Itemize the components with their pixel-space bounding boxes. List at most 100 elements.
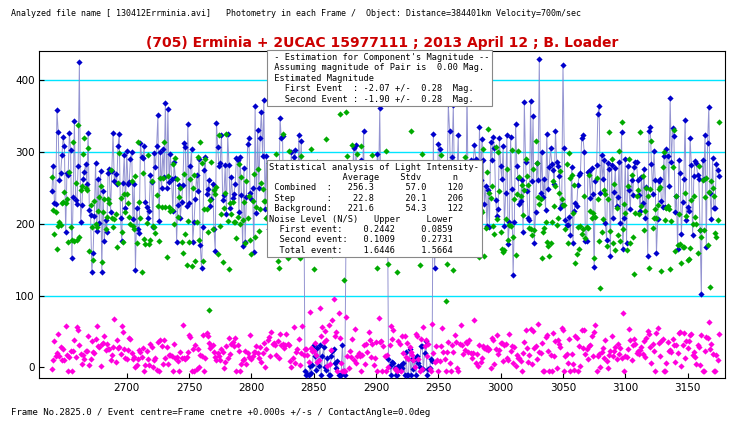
Point (672, 246, 684, 252)
Point (414, 368, 425, 374)
Point (643, 128, 655, 134)
Point (64, 353, 75, 360)
Point (110, 210, 121, 217)
Point (346, 335, 358, 342)
Point (481, 223, 493, 230)
Point (90, 336, 101, 343)
Point (104, 167, 116, 174)
Point (419, 216, 431, 223)
Point (412, 216, 424, 223)
Point (354, 187, 366, 194)
Point (343, 365, 354, 371)
Point (708, 204, 720, 211)
Point (397, 349, 409, 356)
Point (712, 167, 724, 173)
Point (451, 168, 463, 175)
Point (439, 204, 451, 211)
Point (189, 341, 201, 348)
Point (414, 363, 425, 370)
Point (161, 254, 172, 261)
Point (53, 177, 65, 184)
Point (133, 199, 145, 206)
Point (545, 240, 556, 247)
Point (539, 333, 551, 340)
Point (562, 239, 574, 246)
Point (186, 262, 198, 269)
Point (450, 203, 462, 210)
Point (277, 130, 289, 137)
Point (388, 326, 400, 333)
Point (88, 212, 100, 219)
Point (303, 371, 314, 378)
Point (297, 351, 309, 358)
Point (283, 207, 295, 214)
Point (500, 190, 511, 197)
Point (325, 347, 337, 354)
Point (431, 198, 443, 205)
Point (610, 165, 622, 172)
Point (455, 321, 467, 328)
Point (53, 218, 65, 225)
Point (315, 203, 327, 210)
Point (304, 363, 316, 369)
Point (135, 214, 147, 221)
Point (455, 186, 467, 193)
Point (614, 220, 626, 227)
Point (169, 354, 181, 361)
Point (288, 153, 300, 160)
Point (333, 204, 345, 210)
Point (95, 183, 107, 190)
Point (405, 371, 417, 378)
Point (341, 353, 353, 360)
Point (679, 116, 691, 123)
Point (266, 186, 278, 193)
Point (277, 133, 289, 139)
Point (232, 342, 243, 348)
Point (144, 362, 155, 368)
Point (699, 348, 711, 354)
Point (652, 325, 664, 332)
Point (313, 219, 325, 226)
Point (499, 341, 511, 348)
Point (467, 157, 479, 164)
Point (270, 351, 282, 358)
Point (662, 339, 673, 346)
Point (47, 162, 59, 169)
Point (552, 336, 564, 343)
Point (135, 348, 147, 355)
Point (60, 229, 72, 235)
Point (157, 146, 169, 153)
Point (388, 195, 400, 202)
Point (201, 205, 212, 212)
Point (101, 340, 112, 347)
Point (561, 160, 573, 167)
Point (283, 148, 295, 155)
Point (76, 182, 88, 189)
Point (209, 354, 221, 361)
Point (542, 348, 554, 355)
Point (643, 331, 655, 338)
Point (514, 355, 525, 362)
Point (519, 156, 531, 162)
Point (292, 346, 303, 352)
Point (325, 352, 337, 359)
Point (596, 152, 608, 159)
Point (481, 343, 493, 350)
Point (435, 184, 447, 191)
Point (301, 371, 313, 378)
Point (463, 227, 475, 234)
Point (222, 218, 234, 224)
Point (669, 359, 681, 366)
Point (507, 272, 519, 278)
Point (517, 350, 529, 357)
Point (617, 246, 629, 253)
Point (102, 346, 114, 352)
Point (51, 107, 63, 113)
Point (391, 371, 403, 378)
Point (448, 348, 460, 355)
Point (344, 223, 356, 230)
Point (648, 215, 660, 221)
Point (325, 218, 337, 225)
Point (494, 134, 505, 141)
Point (334, 334, 346, 341)
